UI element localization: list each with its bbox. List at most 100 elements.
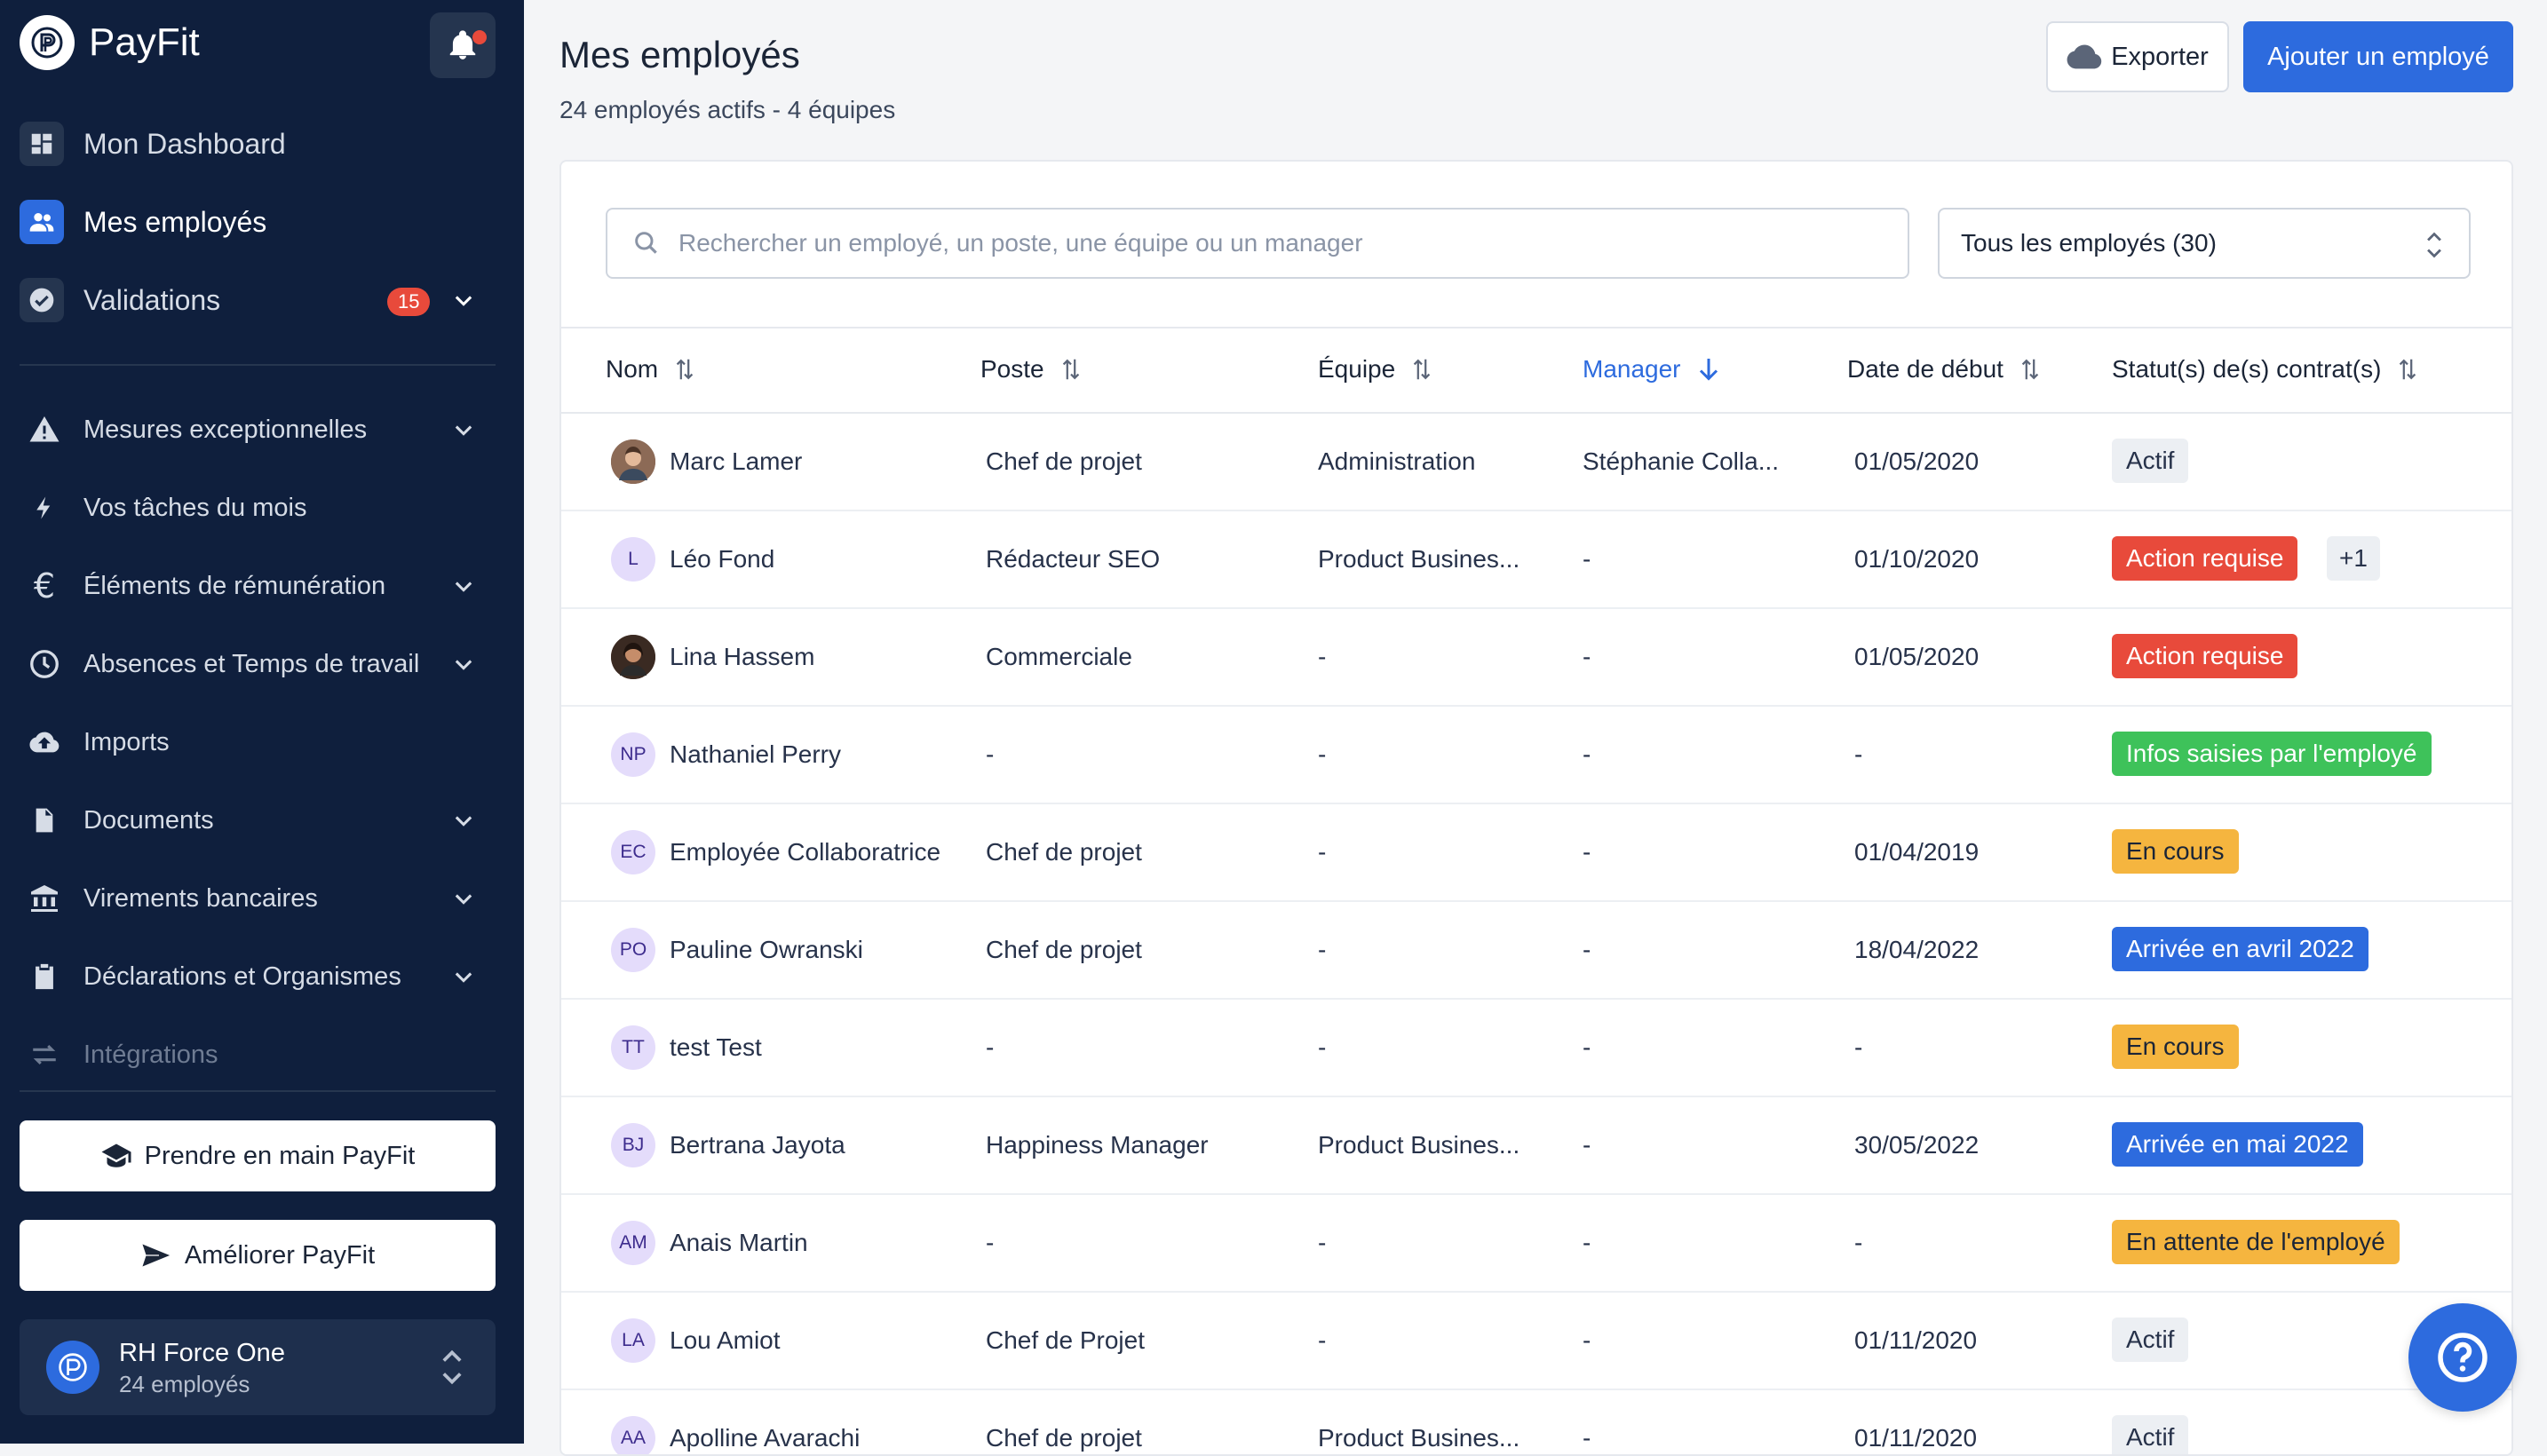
send-icon xyxy=(140,1242,172,1269)
company-switcher[interactable]: RH Force One 24 employés xyxy=(20,1319,496,1415)
status-badge: Action requise xyxy=(2112,634,2298,678)
employee-name[interactable]: Marc Lamer xyxy=(670,447,803,475)
table-row[interactable]: L Léo Fond Rédacteur SEO Product Busines… xyxy=(561,511,2511,609)
employee-name[interactable]: Apolline Avarachi xyxy=(670,1424,861,1452)
employee-poste: Chef de projet xyxy=(986,936,1142,963)
sidebar-item-documents[interactable]: Documents xyxy=(20,792,496,849)
column-label: Poste xyxy=(980,355,1044,383)
notification-dot xyxy=(472,30,487,44)
search-field[interactable] xyxy=(606,208,1909,279)
help-button[interactable] xyxy=(2408,1303,2517,1412)
employee-filter-select[interactable]: Tous les employés (30) xyxy=(1938,208,2471,279)
sidebar-item-virements[interactable]: Virements bancaires xyxy=(20,870,496,927)
search-input[interactable] xyxy=(677,228,1831,258)
employee-equipe: - xyxy=(1318,1326,1327,1354)
page-subtitle: 24 employés actifs - 4 équipes xyxy=(559,96,896,123)
table-row[interactable]: EC Employée Collaboratrice Chef de proje… xyxy=(561,804,2511,902)
employee-equipe: Administration xyxy=(1318,447,1476,475)
app-logo[interactable]: PayFit xyxy=(20,14,200,71)
sidebar-item-taches[interactable]: Vos tâches du mois xyxy=(20,479,496,536)
table-row[interactable]: PO Pauline Owranski Chef de projet - - 1… xyxy=(561,902,2511,1000)
chevron-down-icon[interactable] xyxy=(451,417,476,442)
sidebar-item-dashboard[interactable]: Mon Dashboard xyxy=(20,112,496,176)
employee-poste: Rédacteur SEO xyxy=(986,545,1161,573)
employee-name[interactable]: Employée Collaboratrice xyxy=(670,838,941,866)
sidebar-item-employees[interactable]: Mes employés xyxy=(20,190,496,254)
sidebar-item-absences[interactable]: Absences et Temps de travail xyxy=(20,636,496,692)
onboarding-button-label: Prendre en main PayFit xyxy=(144,1141,416,1170)
employee-name[interactable]: Nathaniel Perry xyxy=(670,740,841,768)
employee-poste: Chef de Projet xyxy=(986,1326,1145,1354)
notifications-button[interactable] xyxy=(430,12,496,78)
sidebar-item-mesures[interactable]: Mesures exceptionnelles xyxy=(20,401,496,458)
column-header-statut[interactable]: Statut(s) de(s) contrat(s) xyxy=(2112,355,2418,384)
add-employee-button-label: Ajouter un employé xyxy=(2267,42,2489,71)
status-badge: En cours xyxy=(2112,1025,2239,1069)
status-badge: Action requise xyxy=(2112,536,2298,581)
employee-name[interactable]: test Test xyxy=(670,1033,762,1061)
column-label: Manager xyxy=(1583,355,1681,383)
sidebar-item-label: Validations xyxy=(83,283,221,316)
chevron-down-icon[interactable] xyxy=(451,886,476,911)
employee-poste: Happiness Manager xyxy=(986,1131,1209,1159)
employee-name[interactable]: Bertrana Jayota xyxy=(670,1131,845,1159)
document-icon xyxy=(20,795,69,845)
employee-name[interactable]: Pauline Owranski xyxy=(670,936,863,963)
employee-name[interactable]: Lou Amiot xyxy=(670,1326,781,1354)
sidebar-item-declarations[interactable]: Déclarations et Organismes xyxy=(20,948,496,1005)
add-employee-button[interactable]: Ajouter un employé xyxy=(2243,21,2513,92)
warning-icon xyxy=(20,405,69,455)
cloud-upload-icon xyxy=(20,717,69,767)
avatar: TT xyxy=(611,1025,655,1070)
column-header-manager[interactable]: Manager xyxy=(1583,355,1720,384)
sidebar-item-integrations[interactable]: Intégrations xyxy=(20,1026,496,1083)
sidebar-item-validations[interactable]: Validations 15 xyxy=(20,268,496,332)
improve-button[interactable]: Améliorer PayFit xyxy=(20,1220,496,1291)
column-header-nom[interactable]: Nom xyxy=(606,355,695,384)
table-row[interactable]: TT test Test - - - - En cours xyxy=(561,1000,2511,1097)
table-row[interactable]: BJ Bertrana Jayota Happiness Manager Pro… xyxy=(561,1097,2511,1195)
employee-equipe: - xyxy=(1318,643,1327,670)
sidebar: PayFit Mon Dashboard Mes employés Valida… xyxy=(0,0,524,1444)
employee-equipe: - xyxy=(1318,740,1327,768)
more-status-badge[interactable]: +1 xyxy=(2327,536,2380,581)
table-row[interactable]: NP Nathaniel Perry - - - - Infos saisies… xyxy=(561,707,2511,804)
column-header-date-debut[interactable]: Date de début xyxy=(1847,355,2041,384)
employee-name[interactable]: Anais Martin xyxy=(670,1229,808,1256)
chevron-down-icon[interactable] xyxy=(451,808,476,833)
column-label: Équipe xyxy=(1318,355,1396,383)
chevron-down-icon[interactable] xyxy=(451,574,476,598)
table-row[interactable]: Marc Lamer Chef de projet Administration… xyxy=(561,414,2511,511)
improve-button-label: Améliorer PayFit xyxy=(184,1240,376,1270)
chevron-down-icon[interactable] xyxy=(451,652,476,677)
column-header-poste[interactable]: Poste xyxy=(980,355,1082,384)
sidebar-item-remuneration[interactable]: € Éléments de rémunération xyxy=(20,558,496,614)
onboarding-button[interactable]: Prendre en main PayFit xyxy=(20,1120,496,1191)
table-row[interactable]: Lina Hassem Commerciale - - 01/05/2020 A… xyxy=(561,609,2511,707)
search-icon xyxy=(635,232,657,254)
avatar: PO xyxy=(611,928,655,972)
status-badge: En cours xyxy=(2112,829,2239,874)
chevron-down-icon[interactable] xyxy=(451,288,476,313)
sidebar-item-label: Absences et Temps de travail xyxy=(83,649,420,678)
chevron-down-icon[interactable] xyxy=(451,964,476,989)
table-header: Nom Poste Équipe Manager Date de début S… xyxy=(561,327,2511,414)
sidebar-item-imports[interactable]: Imports xyxy=(20,714,496,771)
export-button[interactable]: Exporter xyxy=(2046,21,2229,92)
table-row[interactable]: AM Anais Martin - - - - En attente de l'… xyxy=(561,1195,2511,1293)
employee-name[interactable]: Lina Hassem xyxy=(670,643,815,670)
sidebar-item-label: Mesures exceptionnelles xyxy=(83,415,368,444)
employee-manager: - xyxy=(1583,1424,1591,1452)
employee-equipe: Product Busines... xyxy=(1318,1131,1520,1159)
company-name: RH Force One xyxy=(119,1339,285,1367)
employee-name[interactable]: Léo Fond xyxy=(670,545,775,573)
sidebar-item-label: Documents xyxy=(83,805,214,835)
column-header-equipe[interactable]: Équipe xyxy=(1318,355,1432,384)
table-row[interactable]: LA Lou Amiot Chef de Projet - - 01/11/20… xyxy=(561,1293,2511,1390)
employee-manager: Stéphanie Colla... xyxy=(1583,447,1780,475)
avatar xyxy=(611,439,655,484)
euro-icon: € xyxy=(33,566,56,605)
sidebar-item-label: Déclarations et Organismes xyxy=(83,961,401,991)
table-row[interactable]: AA Apolline Avarachi Chef de projet Prod… xyxy=(561,1390,2511,1454)
column-label: Nom xyxy=(606,355,659,383)
